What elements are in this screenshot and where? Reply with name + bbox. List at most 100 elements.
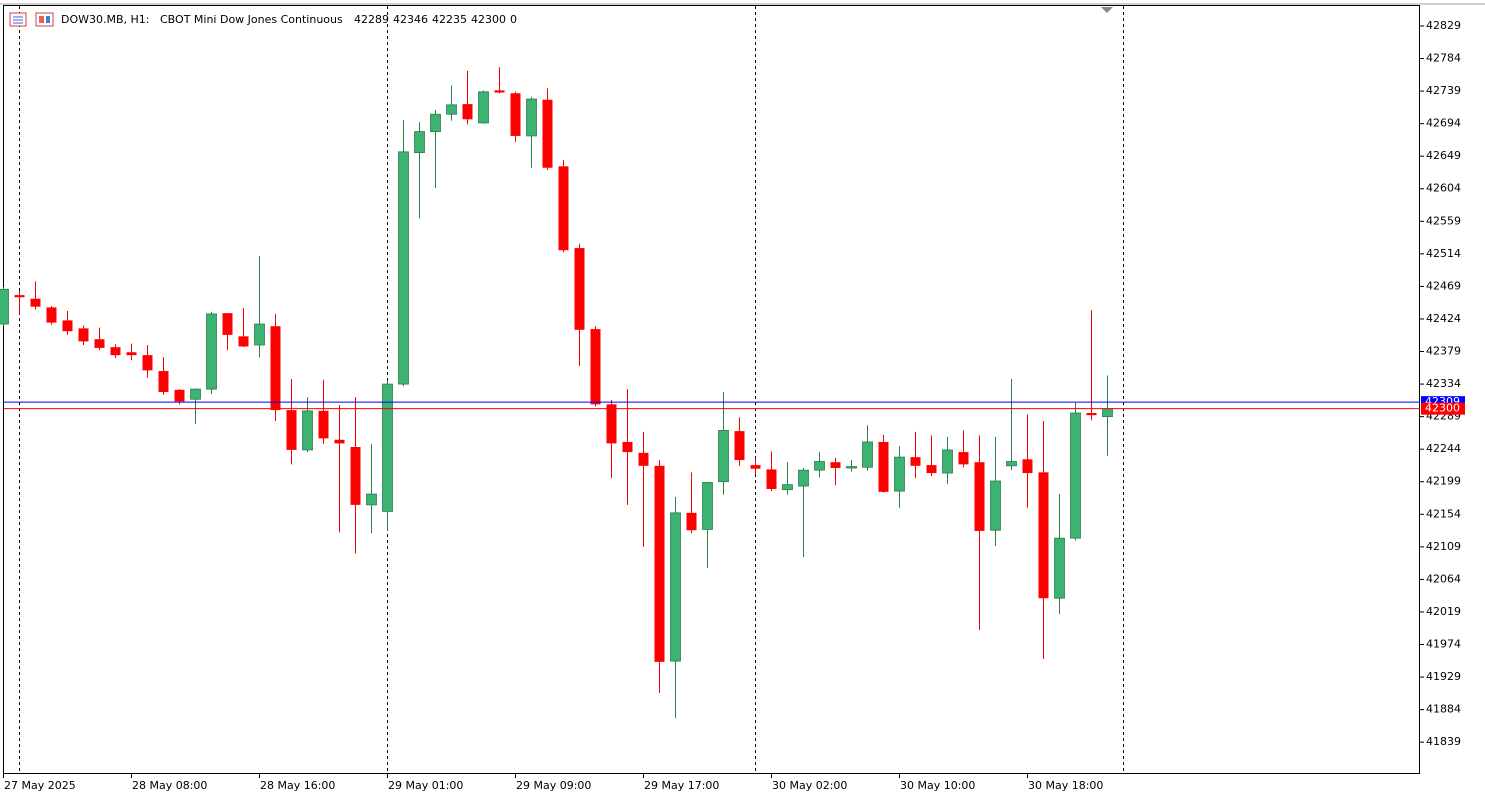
candle-body <box>750 465 761 469</box>
candle-body <box>1102 408 1113 418</box>
candle-body <box>846 466 857 469</box>
candle-body <box>542 99 553 168</box>
icon <box>35 12 54 27</box>
candle-body <box>30 298 41 307</box>
candle-body <box>398 151 409 385</box>
price-label: 42300 <box>1425 402 1460 415</box>
y-tick-label: 41839 <box>1426 735 1461 748</box>
header-icons <box>9 12 54 27</box>
candle-body <box>1086 413 1097 416</box>
x-tick-label: 27 May 2025 <box>4 779 76 792</box>
candle-body <box>318 410 329 439</box>
candle-body <box>878 441 889 492</box>
candle-body <box>1070 412 1081 539</box>
candle-body <box>78 328 89 342</box>
y-tick-label: 42469 <box>1426 279 1461 292</box>
candle-body <box>62 320 73 332</box>
candle-body <box>126 352 137 356</box>
x-tick-label: 28 May 16:00 <box>260 779 335 792</box>
y-tick-label: 42379 <box>1426 345 1461 358</box>
candle-body <box>1054 537 1065 599</box>
candle-body <box>334 439 345 444</box>
candle-body <box>446 104 457 115</box>
candle-body <box>478 91 489 124</box>
candle-body <box>1006 461 1017 467</box>
y-tick-label: 41929 <box>1426 670 1461 683</box>
candle-body <box>926 465 937 474</box>
y-tick-label: 41884 <box>1426 703 1461 716</box>
y-tick-label: 42829 <box>1426 19 1461 32</box>
price-label-bg <box>1421 402 1465 415</box>
candle-body <box>494 90 505 93</box>
candle-body <box>1038 472 1049 599</box>
candle-body <box>110 347 121 356</box>
x-tick-label: 29 May 01:00 <box>388 779 463 792</box>
candle-body <box>526 98 537 137</box>
candle-body <box>350 447 361 505</box>
candle-body <box>206 313 217 390</box>
plot-frame <box>3 5 1420 774</box>
plot: 42289 42346 42235 42300 0 42829 42784 42739 4269… <box>0 13 1465 792</box>
candle-body <box>830 462 841 468</box>
y-tick-label: 42244 <box>1426 442 1461 455</box>
x-tick-label: 29 May 09:00 <box>516 779 591 792</box>
candle-body <box>654 465 665 662</box>
shift-marker <box>1101 7 1113 13</box>
candle-body <box>46 307 57 323</box>
y-tick-label: 42739 <box>1426 84 1461 97</box>
y-tick-label: 42154 <box>1426 507 1461 520</box>
y-tick-label: 42199 <box>1426 475 1461 488</box>
candle-body <box>734 431 745 461</box>
candle-body <box>622 441 633 453</box>
x-tick-label: 30 May 02:00 <box>772 779 847 792</box>
symbol: DOW30.MB, H1: <box>61 13 150 26</box>
x-tick-label: 30 May 10:00 <box>900 779 975 792</box>
candle-body <box>1022 459 1033 474</box>
y-tick-label: 42424 <box>1426 312 1461 325</box>
y-tick-label: 41974 <box>1426 638 1461 651</box>
candle-body <box>574 248 585 330</box>
y-tick-label: 42019 <box>1426 605 1461 618</box>
icon <box>39 16 44 23</box>
candle-body <box>718 429 729 483</box>
header-value: 42346 <box>393 13 428 26</box>
icon <box>46 16 50 23</box>
candle-body <box>414 131 425 153</box>
y-tick-label: 42334 <box>1426 377 1461 390</box>
candle-body <box>558 166 569 251</box>
y-tick-label: 42064 <box>1426 572 1461 585</box>
x-tick-label: 28 May 08:00 <box>132 779 207 792</box>
candle-body <box>142 355 153 371</box>
candle-body <box>814 461 825 471</box>
day-separators <box>19 6 1124 773</box>
header-value: 42300 <box>471 13 506 26</box>
y-tick-label: 42559 <box>1426 214 1461 227</box>
x-tick-label: 30 May 18:00 <box>1028 779 1103 792</box>
candle-body <box>158 371 169 393</box>
candle-body <box>302 410 313 451</box>
candle-body <box>942 449 953 474</box>
candle-body <box>766 469 777 489</box>
candle-body <box>862 441 873 468</box>
candle-body <box>254 323 265 346</box>
y-tick-label: 42649 <box>1426 149 1461 162</box>
candle-body <box>366 493 377 506</box>
candle-body <box>590 329 601 405</box>
candle-body <box>606 404 617 444</box>
y-tick-label: 42784 <box>1426 52 1461 65</box>
candle-body <box>270 326 281 411</box>
y-tick-label: 42694 <box>1426 117 1461 130</box>
candle-body <box>190 388 201 400</box>
candle-body <box>638 452 649 466</box>
candle-body <box>670 512 681 662</box>
candle-body <box>686 512 697 531</box>
candle-body <box>990 480 1001 531</box>
y-tick-label: 42604 <box>1426 182 1461 195</box>
y-tick-label: 42109 <box>1426 540 1461 553</box>
candle-body <box>0 288 9 325</box>
candle-body <box>958 452 969 465</box>
candle-body <box>974 462 985 531</box>
header-value: 0 <box>510 13 517 26</box>
candle-body <box>430 113 441 132</box>
